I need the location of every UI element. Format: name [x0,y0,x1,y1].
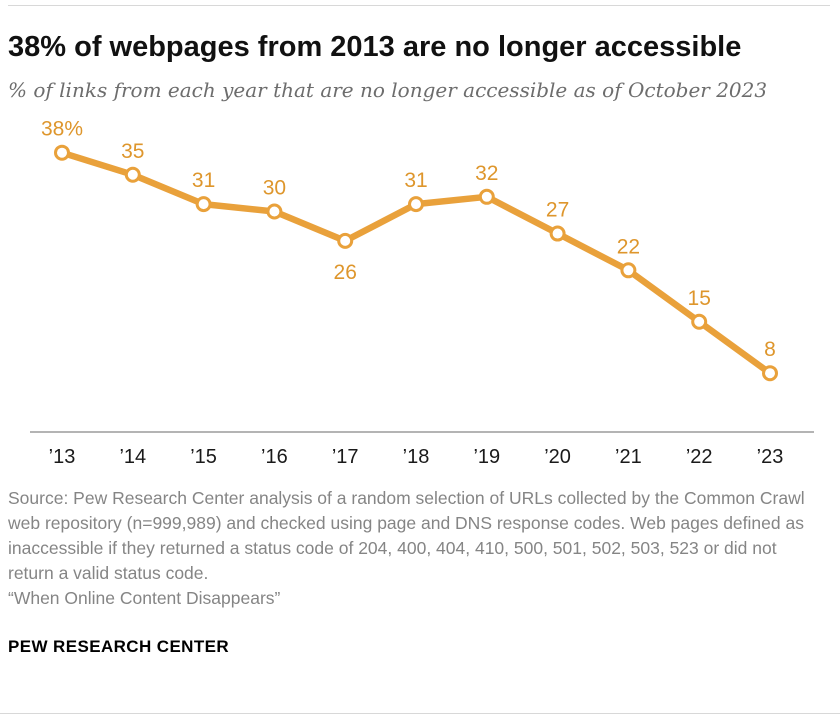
x-tick-label: ’18 [403,446,430,468]
data-point [691,313,708,330]
x-tick-label: ’20 [544,446,571,468]
x-tick-label: ’23 [757,446,784,468]
data-point [124,166,141,183]
x-tick-label: ’22 [686,446,713,468]
data-point [762,364,778,381]
data-label: 30 [263,176,286,199]
data-label: 22 [617,235,640,258]
data-point [337,232,354,249]
x-tick-label: ’14 [119,446,146,468]
data-point [195,195,212,212]
data-label: 27 [546,198,569,221]
data-point [408,195,424,212]
data-label: 15 [688,287,711,310]
data-label: 38% [41,117,83,140]
data-label: 26 [334,261,357,284]
report-title: “When Online Content Disappears” [8,587,281,608]
brand: PEW RESEARCH CENTER [8,636,230,656]
x-tick-label: ’16 [261,446,288,468]
source-note: Source: Pew Research Center analysis of … [8,487,805,583]
data-label: 35 [121,140,144,163]
data-point [478,188,495,205]
top-divider [8,5,830,6]
x-tick-label: ’17 [332,446,359,468]
data-point [549,225,566,242]
data-label: 31 [192,169,215,192]
data-point [620,262,637,279]
data-point [266,203,283,220]
data-label: 32 [475,162,498,185]
data-point [54,144,70,161]
data-label: 8 [764,338,776,361]
data-label: 31 [404,169,427,192]
x-tick-label: ’21 [615,446,642,468]
page-title: 38% of webpages from 2013 are no longer … [8,31,742,63]
x-tick-label: ’15 [190,446,217,468]
bottom-divider [0,713,840,714]
x-tick-label: ’13 [49,446,76,468]
chart-subtitle: % of links from each year that are no lo… [8,77,768,102]
line-chart: 38% ’13 35 ’14 31 ’15 30 ’16 26 ’17 31 ’18 32 ’19 27 ’2… [30,117,814,468]
x-tick-label: ’19 [473,446,500,468]
